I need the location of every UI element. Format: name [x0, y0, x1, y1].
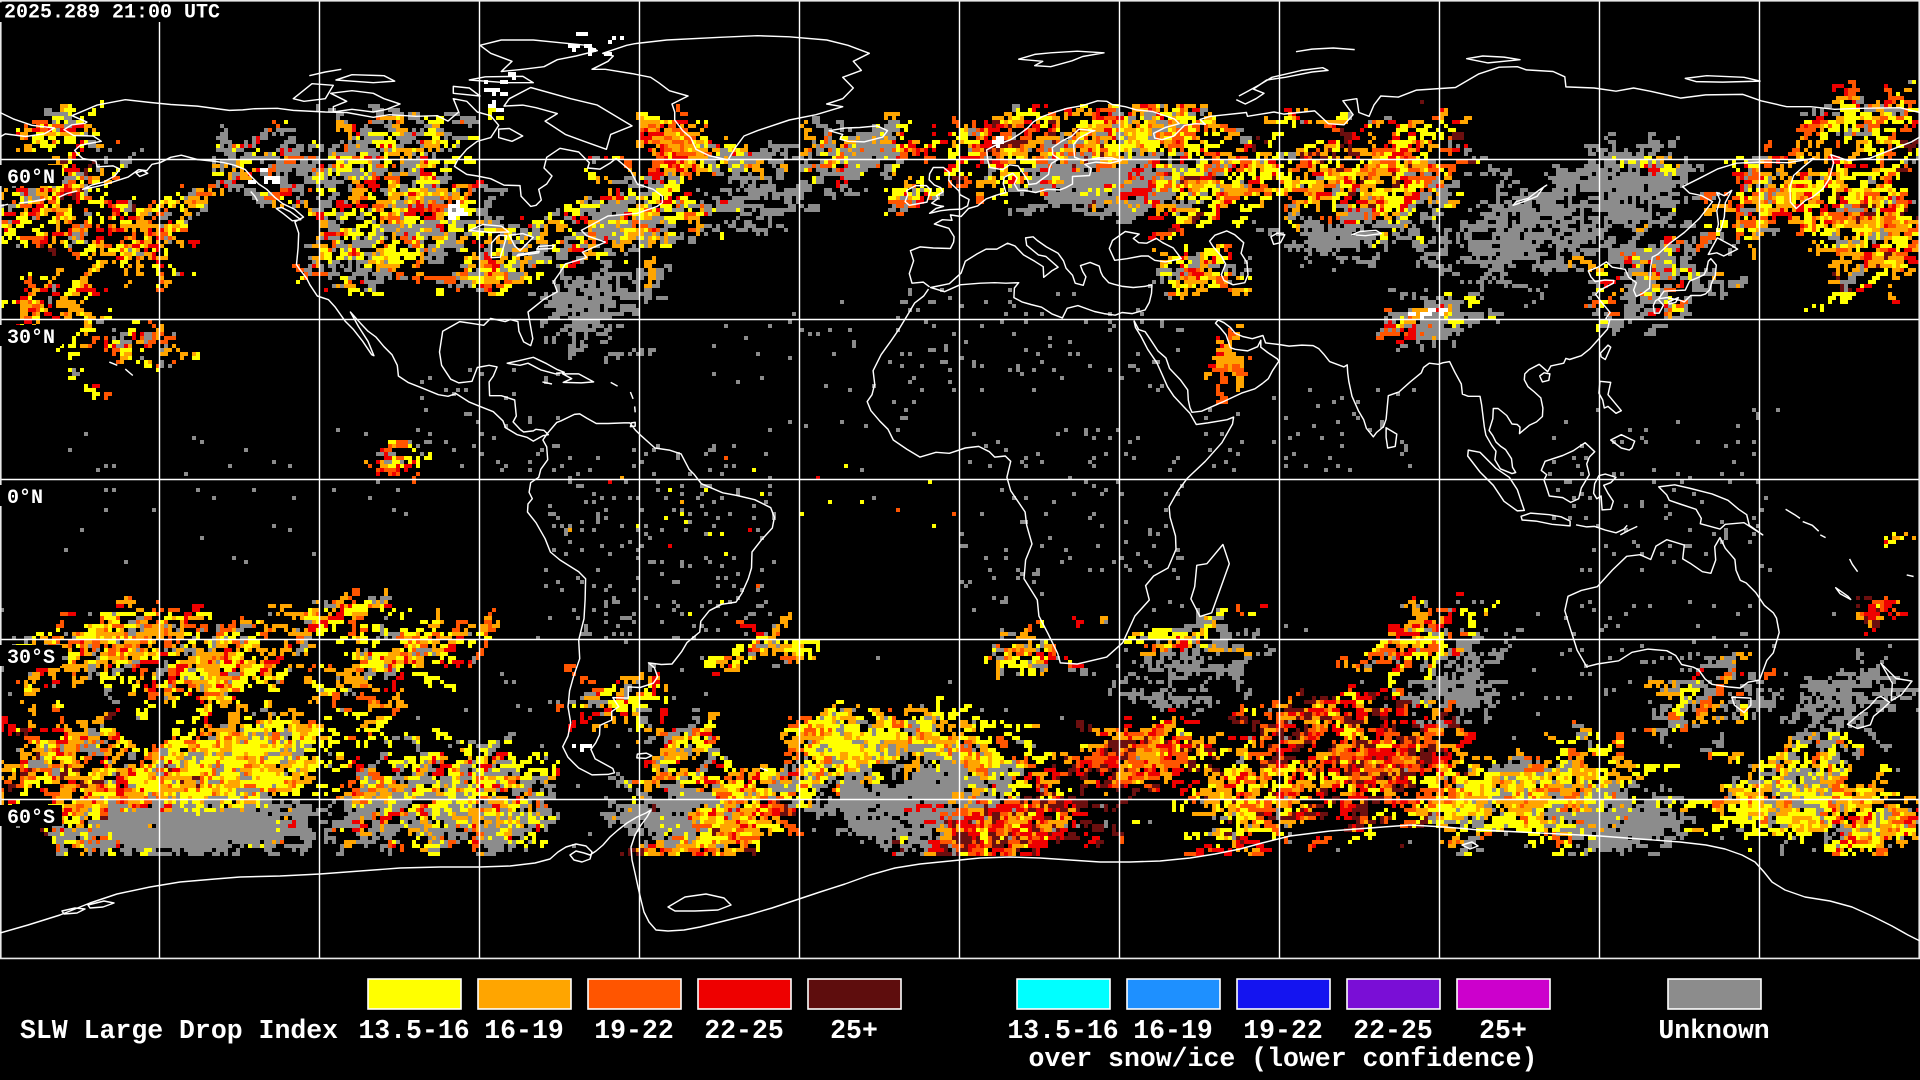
svg-text:over snow/ice (lower confidenc: over snow/ice (lower confidence) [1029, 1044, 1538, 1074]
svg-text:13.5-16: 13.5-16 [358, 1016, 469, 1046]
svg-text:60°N: 60°N [7, 167, 55, 190]
svg-text:0°N: 0°N [7, 487, 43, 510]
svg-text:13.5-16: 13.5-16 [1007, 1016, 1118, 1046]
svg-text:22-25: 22-25 [1353, 1016, 1433, 1046]
svg-text:Unknown: Unknown [1658, 1016, 1769, 1046]
svg-text:30°S: 30°S [7, 647, 55, 670]
svg-text:22-25: 22-25 [704, 1016, 784, 1046]
svg-text:60°S: 60°S [7, 807, 55, 830]
svg-text:19-22: 19-22 [1243, 1016, 1323, 1046]
svg-text:30°N: 30°N [7, 327, 55, 350]
svg-text:16-19: 16-19 [484, 1016, 564, 1046]
svg-text:16-19: 16-19 [1133, 1016, 1213, 1046]
svg-text:2025.289 21:00 UTC: 2025.289 21:00 UTC [4, 2, 220, 25]
svg-text:25+: 25+ [830, 1016, 878, 1046]
svg-text:19-22: 19-22 [594, 1016, 674, 1046]
svg-text:SLW Large Drop Index: SLW Large Drop Index [20, 1016, 338, 1046]
svg-text:25+: 25+ [1479, 1016, 1527, 1046]
